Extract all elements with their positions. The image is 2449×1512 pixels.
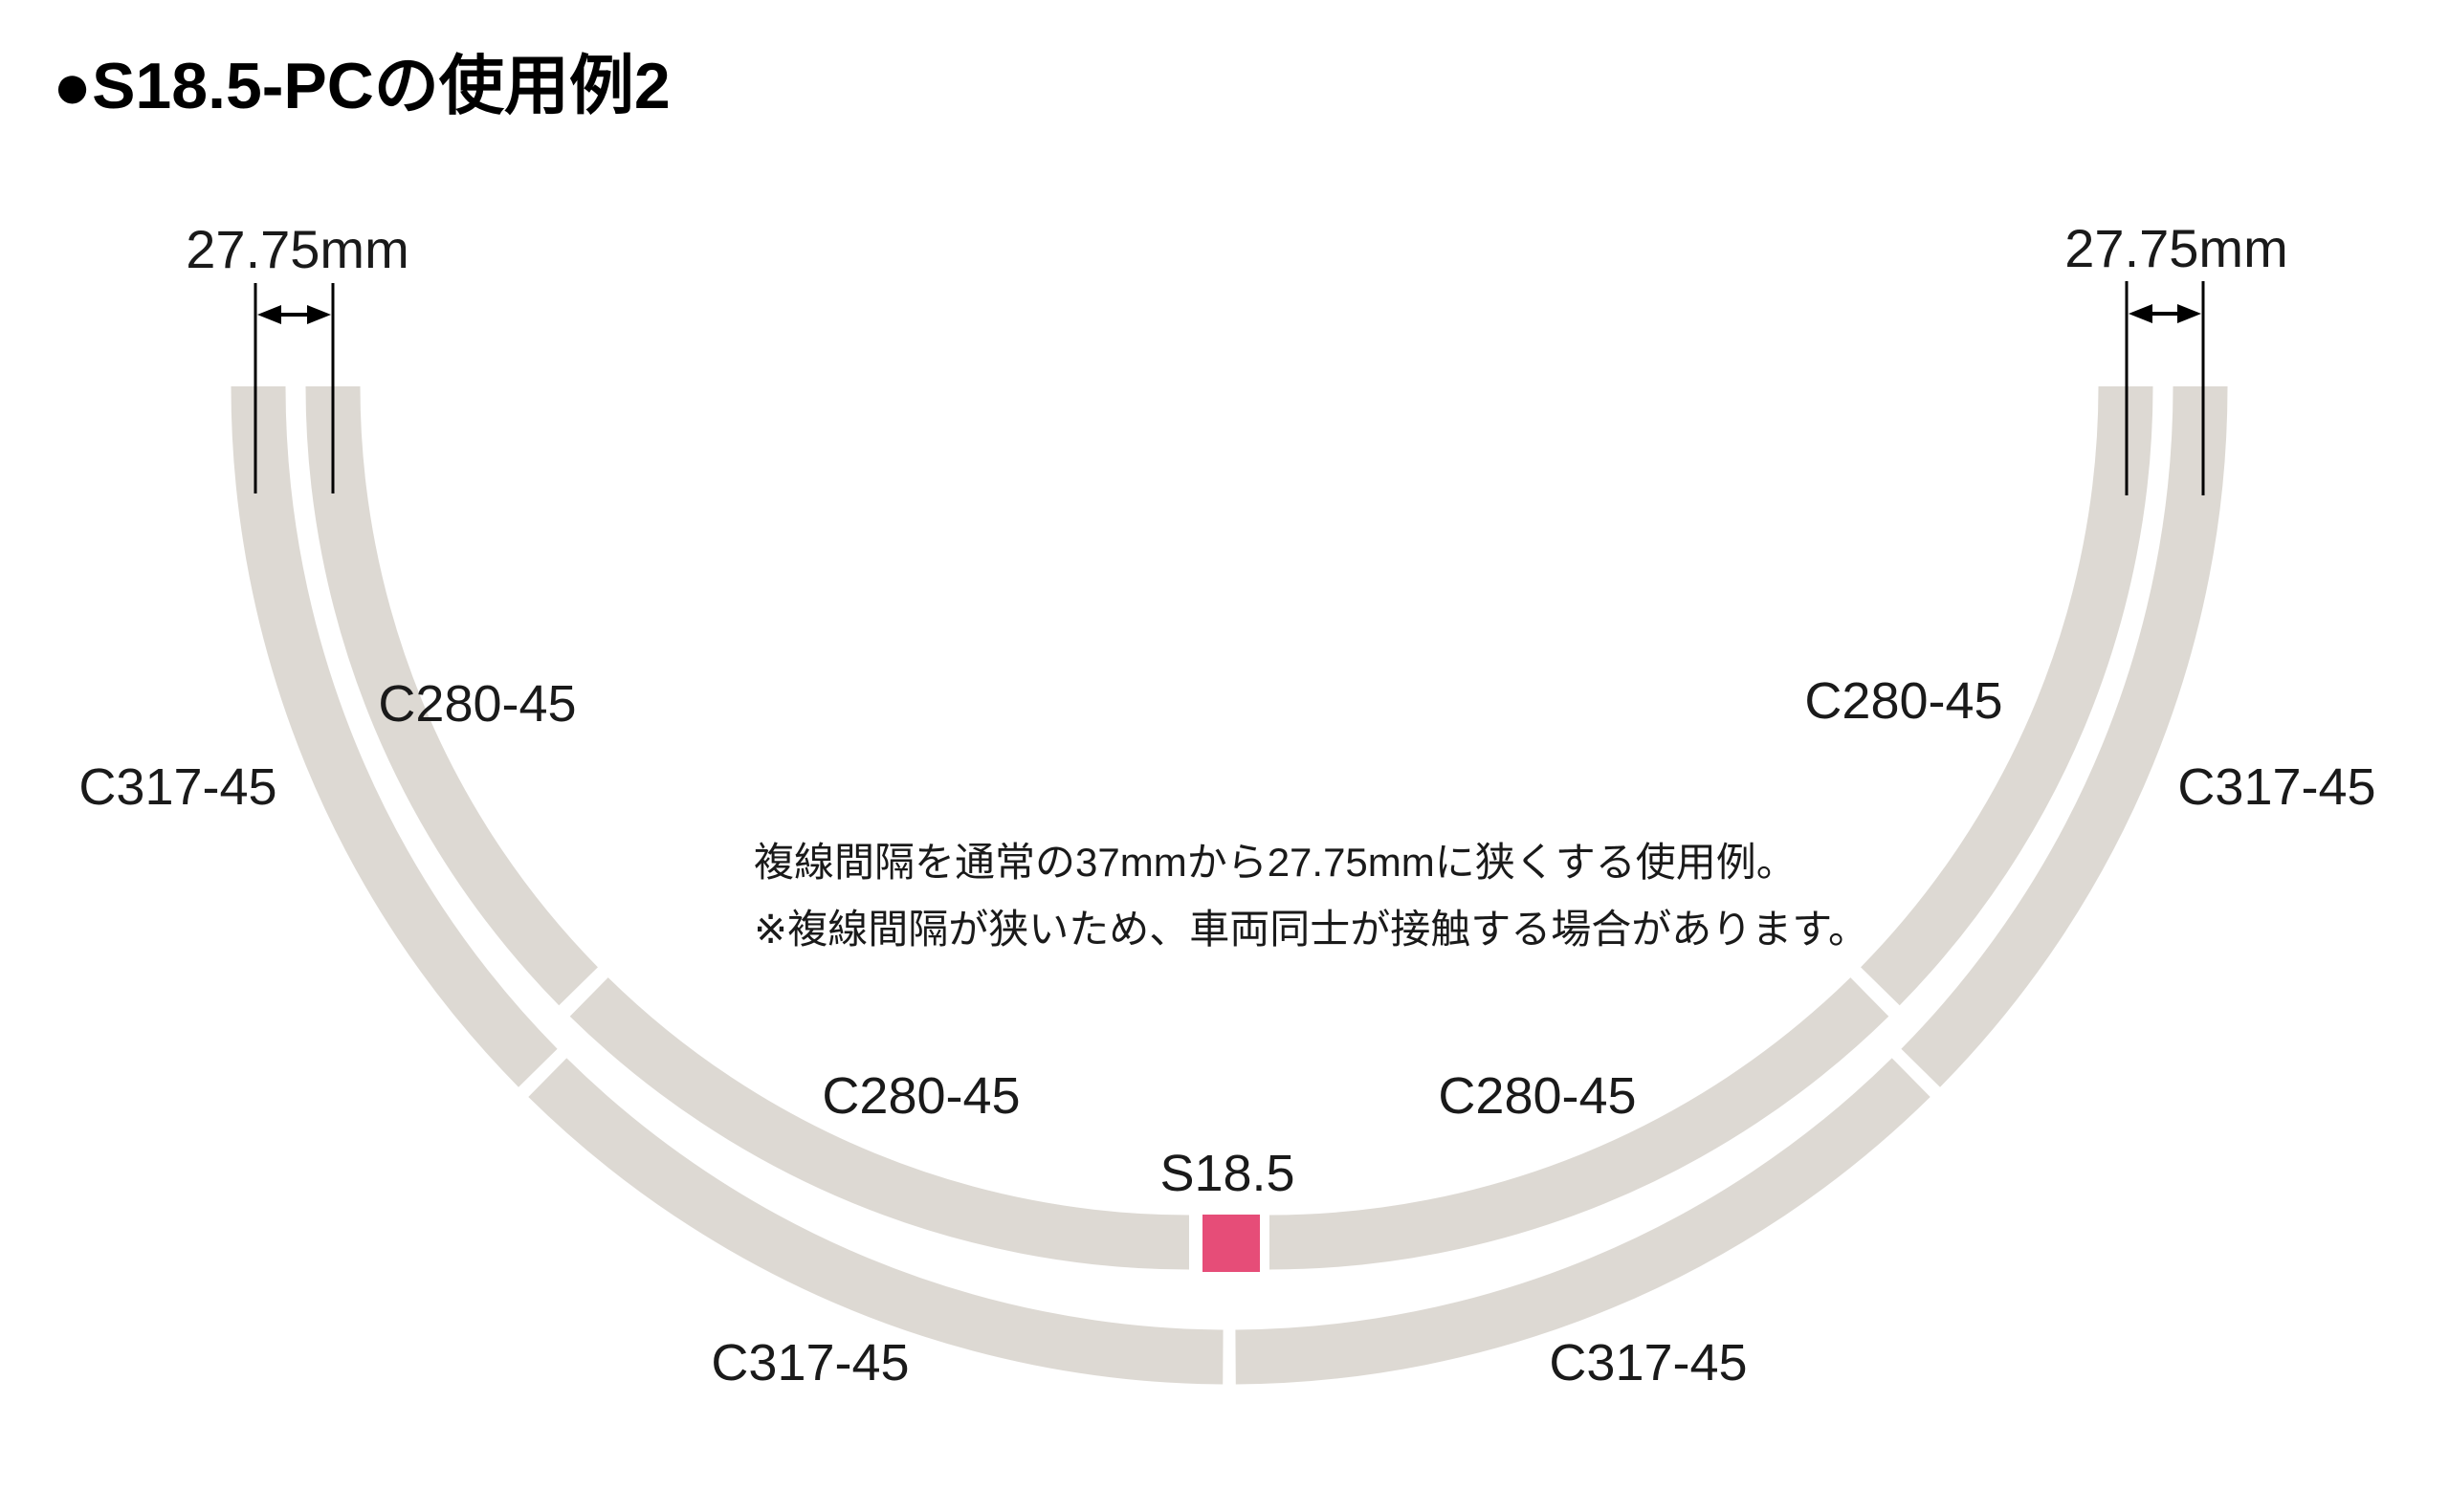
track-segment-inner-top-left [305, 385, 598, 1006]
note: 複線間隔を通常の37mmから27.75mmに狭くする使用例。 ※複線間隔が狭いた… [754, 840, 1868, 952]
inner-ring [305, 385, 2153, 1272]
right-dimension-label: 27.75mm [2064, 218, 2287, 278]
track-segment-outer-bottom-left [528, 1058, 1224, 1385]
track-labels: C317-45 C280-45 C280-45 C317-45 C280-45 … [78, 672, 2375, 1391]
label-outer-bottom-right: C317-45 [1549, 1334, 1747, 1391]
label-inner-top-right: C280-45 [1804, 672, 2002, 730]
label-inner-bottom-right: C280-45 [1438, 1067, 1636, 1125]
left-dimension-arrowhead-right [307, 305, 331, 324]
track-segment-outer-bottom-right [1235, 1058, 1931, 1385]
label-inner-bottom-left: C280-45 [822, 1067, 1020, 1125]
left-dimension: 27.75mm [186, 219, 409, 493]
label-outer-top-left: C317-45 [78, 758, 276, 816]
label-outer-top-right: C317-45 [2177, 758, 2375, 816]
left-dimension-arrowhead-left [257, 305, 281, 324]
label-inner-top-left: C280-45 [378, 675, 576, 733]
track-segment-inner-bottom-left [569, 977, 1190, 1270]
track-segment-outer-top-right [1901, 385, 2228, 1087]
left-dimension-label: 27.75mm [186, 219, 408, 279]
track-segment-outer-top-left [231, 385, 558, 1087]
outer-ring [231, 385, 2228, 1385]
track-segment-inner-bottom-right [1269, 977, 1889, 1270]
label-straight-piece: S18.5 [1159, 1145, 1294, 1202]
label-outer-bottom-left: C317-45 [711, 1334, 909, 1391]
note-line-2: ※複線間隔が狭いため、車両同士が接触する場合があります。 [754, 907, 1868, 952]
page-title: ●S18.5-PCの使用例2 [53, 50, 671, 122]
note-line-1: 複線間隔を通常の37mmから27.75mmに狭くする使用例。 [754, 840, 1797, 885]
right-dimension-arrowhead-right [2177, 304, 2201, 323]
s18-5-straight-piece [1202, 1215, 1260, 1272]
track-segment-inner-top-right [1861, 385, 2153, 1006]
right-dimension: 27.75mm [2064, 218, 2288, 495]
right-dimension-arrowhead-left [2129, 304, 2152, 323]
